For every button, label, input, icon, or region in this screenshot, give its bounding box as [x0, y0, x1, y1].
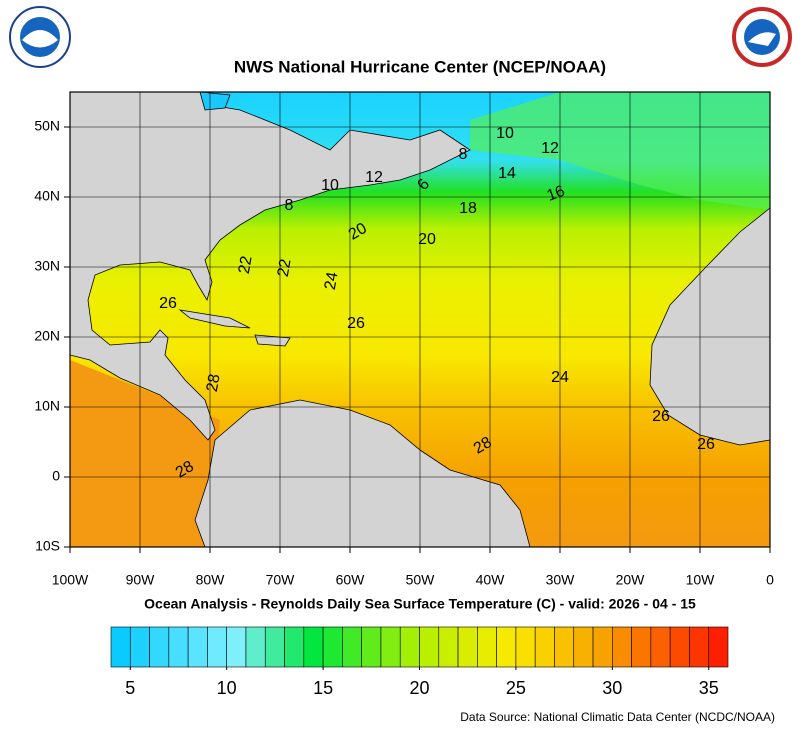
contour-label: 10 — [321, 177, 339, 194]
colorbar-cell — [573, 626, 594, 668]
colorbar-cell — [612, 626, 632, 668]
x-tick-label: 10W — [686, 572, 716, 588]
x-tick-label: 40W — [476, 572, 506, 588]
x-tick-label: 60W — [336, 572, 366, 588]
colorbar-cell — [496, 626, 517, 668]
contour-label: 8 — [285, 197, 294, 214]
colorbar-cell — [245, 626, 266, 668]
contour-label: 26 — [697, 436, 715, 453]
colorbar-cell — [438, 626, 459, 668]
x-tick-label: 50W — [406, 572, 436, 588]
contour-label: 28 — [471, 434, 495, 458]
colorbar-cell — [631, 626, 652, 668]
colorbar-cell — [592, 626, 613, 668]
ocean-green — [470, 92, 770, 210]
contour-label: 28 — [173, 458, 197, 482]
y-tick-label: 40N — [34, 188, 60, 204]
x-tick-label: 30W — [546, 572, 576, 588]
x-tick-label: 70W — [266, 572, 296, 588]
contour-label: 28 — [204, 373, 224, 394]
colorbar-cell — [650, 626, 671, 668]
colorbar-cell — [284, 626, 305, 668]
contour-label: 24 — [322, 271, 342, 292]
x-tick-label: 0 — [766, 572, 774, 588]
graticule — [70, 92, 770, 547]
colorbar-cell — [361, 626, 382, 668]
contour-label: 12 — [365, 169, 383, 186]
nws-logo — [732, 7, 792, 67]
subtitle: Ocean Analysis - Reynolds Daily Sea Surf… — [144, 596, 696, 612]
x-tick-label: 80W — [196, 572, 226, 588]
contour-label: 22 — [236, 255, 256, 276]
colorbar-label: 35 — [699, 678, 719, 698]
y-tick-label: 0 — [52, 468, 60, 484]
colorbar-cell — [168, 626, 189, 668]
colorbar: 5 10 15 20 25 30 35 — [110, 626, 729, 698]
colorbar-cell — [342, 626, 362, 668]
title: NWS National Hurricane Center (NCEP/NOAA… — [234, 57, 606, 76]
contour-label: 20 — [418, 231, 436, 248]
contour-label: 14 — [498, 165, 516, 182]
x-tick-label: 90W — [126, 572, 156, 588]
y-tick-label: 10S — [35, 538, 60, 554]
colorbar-cell — [399, 626, 420, 668]
colorbar-cell — [477, 626, 497, 668]
colorbar-cell — [207, 626, 227, 668]
land — [70, 92, 770, 547]
colorbar-cell — [380, 626, 401, 668]
colorbar-cell — [110, 626, 131, 668]
contour-label: 18 — [459, 200, 477, 217]
contour-label: 20 — [346, 220, 370, 244]
colorbar-cell — [129, 626, 150, 668]
colorbar-label: 30 — [602, 678, 622, 698]
y-tick-label: 30N — [34, 258, 60, 274]
contour-label: 26 — [159, 295, 177, 312]
source: Data Source: National Climatic Data Cent… — [460, 710, 775, 724]
colorbar-label: 25 — [506, 678, 526, 698]
contour-label: 26 — [347, 315, 365, 332]
contour-label: 12 — [541, 140, 559, 157]
contour-label: 24 — [551, 369, 569, 386]
contour-label: 10 — [496, 125, 514, 142]
colorbar-cell — [419, 626, 440, 668]
colorbar-cell — [264, 626, 285, 668]
colorbar-cell — [457, 626, 478, 668]
colorbar-cell — [303, 626, 324, 668]
y-tick-label: 20N — [34, 328, 60, 344]
contour-label: 16 — [545, 183, 568, 205]
x-tick-label: 100W — [52, 572, 89, 588]
colorbar-cell — [708, 626, 729, 668]
contour-label: 8 — [459, 146, 468, 163]
colorbar-cell — [669, 626, 690, 668]
y-tick-label: 10N — [34, 398, 60, 414]
colorbar-label: 15 — [313, 678, 333, 698]
contour-label: 26 — [652, 408, 670, 425]
colorbar-cell — [534, 626, 555, 668]
colorbar-label: 5 — [125, 678, 135, 698]
axes: 100W 90W 80W 70W 60W 50W 40W 30W 20W 10W 0 10S 0 10N 2… — [34, 118, 774, 588]
colorbar-cell — [554, 626, 575, 668]
colorbar-label: 20 — [409, 678, 429, 698]
colorbar-cell — [322, 626, 343, 668]
colorbar-cell — [149, 626, 170, 668]
contour-label: 22 — [275, 258, 295, 279]
y-tick-label: 50N — [34, 118, 60, 134]
colorbar-cell — [515, 626, 536, 668]
colorbar-cell — [689, 626, 710, 668]
colorbar-cell — [187, 626, 208, 668]
x-tick-label: 20W — [616, 572, 646, 588]
colorbar-label: 10 — [217, 678, 237, 698]
noaa-logo — [9, 6, 71, 68]
colorbar-cell — [226, 626, 247, 668]
